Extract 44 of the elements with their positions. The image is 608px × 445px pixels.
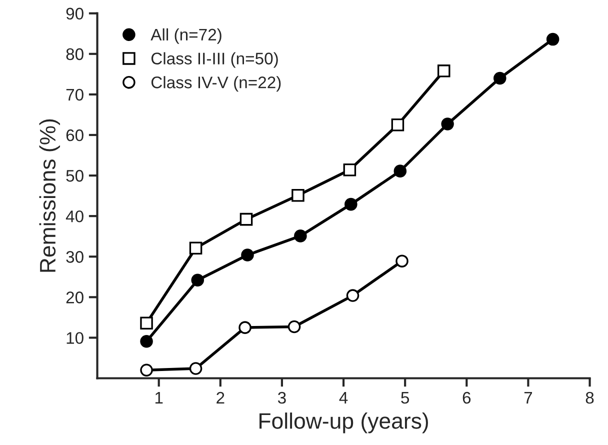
x-tick-label: 1	[155, 392, 163, 404]
point	[288, 320, 301, 334]
legend-label: Class IV-V (n=22)	[151, 76, 281, 92]
y-tick-label: 60	[66, 129, 84, 142]
y-tick-label: 10	[66, 332, 84, 344]
y-tick-label: 90	[66, 8, 84, 20]
y-tick-label: 70	[66, 88, 84, 101]
point	[441, 118, 454, 130]
point	[391, 118, 404, 132]
point	[292, 189, 304, 202]
point	[238, 321, 252, 334]
y-tick-label: 80	[66, 48, 84, 60]
x-tick-label: 8	[586, 392, 594, 404]
y-tick-label: 30	[66, 251, 84, 263]
point	[240, 212, 253, 226]
x-axis-title: Follow-up (years)	[260, 412, 428, 434]
point	[189, 362, 202, 375]
point	[140, 334, 153, 348]
x-tick-label: 5	[401, 392, 410, 404]
y-tick-label: 50	[66, 170, 84, 182]
x-tick-label: 4	[339, 392, 348, 404]
x-tick-label: 7	[524, 392, 532, 404]
y-tick-label: 20	[66, 292, 84, 304]
point	[191, 274, 204, 287]
x-tick-label: 2	[216, 392, 224, 404]
point	[189, 242, 202, 254]
point	[343, 163, 356, 176]
legend-label: All (n=72)	[150, 28, 222, 44]
y-axis-title: Remissions (%)	[39, 119, 60, 272]
x-tick-label: 6	[462, 392, 471, 404]
point	[493, 72, 506, 85]
point	[294, 230, 307, 242]
point	[241, 248, 254, 262]
y-tick-label: 40	[66, 210, 84, 222]
x-tick-label: 3	[278, 392, 286, 404]
point	[396, 254, 408, 268]
point	[344, 198, 358, 211]
point	[140, 364, 153, 377]
legend-label: Class II-III (n=50)	[151, 52, 278, 68]
point	[437, 64, 450, 78]
point	[394, 164, 407, 178]
point	[546, 32, 560, 46]
point	[346, 289, 360, 302]
point	[140, 316, 153, 330]
